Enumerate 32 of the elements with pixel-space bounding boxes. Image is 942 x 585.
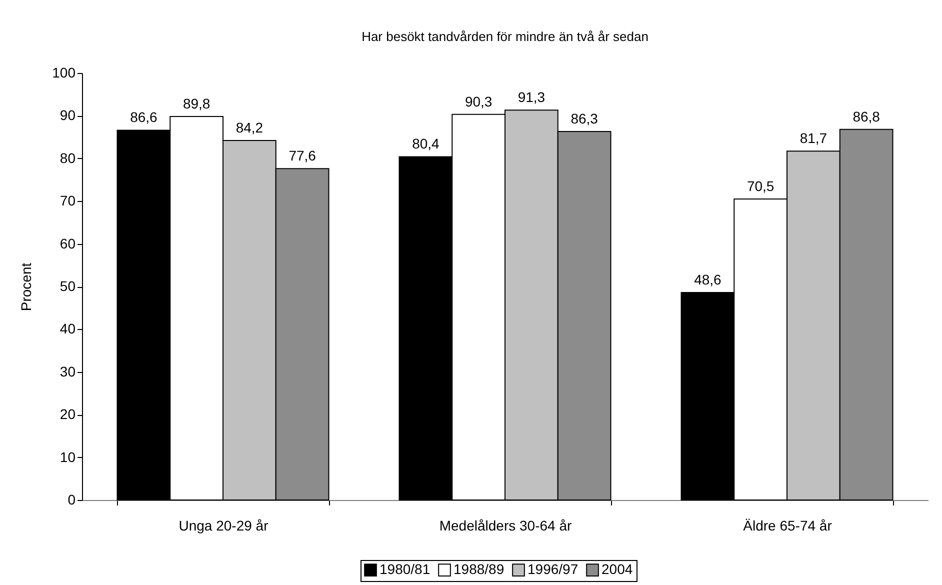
y-tick-label: 50	[60, 278, 76, 294]
data-label: 81,7	[800, 130, 828, 146]
x-tick-label: Unga 20-29 år	[178, 518, 269, 534]
chart-title: Har besökt tandvården för mindre än två år sedan	[362, 29, 648, 44]
y-tick-label: 30	[60, 363, 76, 380]
data-label: 84,2	[236, 119, 264, 136]
legend-label: 1996/97	[528, 561, 578, 578]
data-label: 89,8	[182, 96, 210, 112]
legend-label: 2004	[602, 561, 633, 578]
x-tick-label: Äldre 65-74 år	[743, 518, 832, 534]
y-tick-label: 20	[60, 406, 76, 422]
data-label: 86,8	[852, 108, 880, 124]
x-tick-label: Medelålders 30-64 år	[439, 518, 572, 534]
y-tick-label: 70	[60, 192, 76, 209]
legend-label: 1980/81	[380, 561, 430, 578]
y-axis-title: Procent	[18, 262, 34, 312]
legend-label: 1988/89	[454, 561, 504, 578]
data-label: 77,6	[288, 148, 316, 164]
data-label: 86,6	[130, 109, 158, 126]
data-label: 80,4	[412, 136, 440, 152]
data-label: 48,6	[694, 271, 722, 288]
y-tick-label: 60	[60, 235, 76, 252]
y-tick-label: 10	[60, 448, 76, 465]
y-tick-label: 40	[60, 320, 76, 337]
y-tick-label: 80	[60, 150, 76, 166]
data-label: 86,3	[570, 110, 598, 126]
y-tick-label: 90	[60, 107, 76, 124]
y-tick-label: 0	[68, 492, 76, 508]
data-label: 91,3	[518, 89, 546, 106]
data-label: 90,3	[464, 93, 492, 110]
data-label: 70,5	[746, 178, 774, 194]
y-tick-label: 100	[52, 64, 76, 80]
